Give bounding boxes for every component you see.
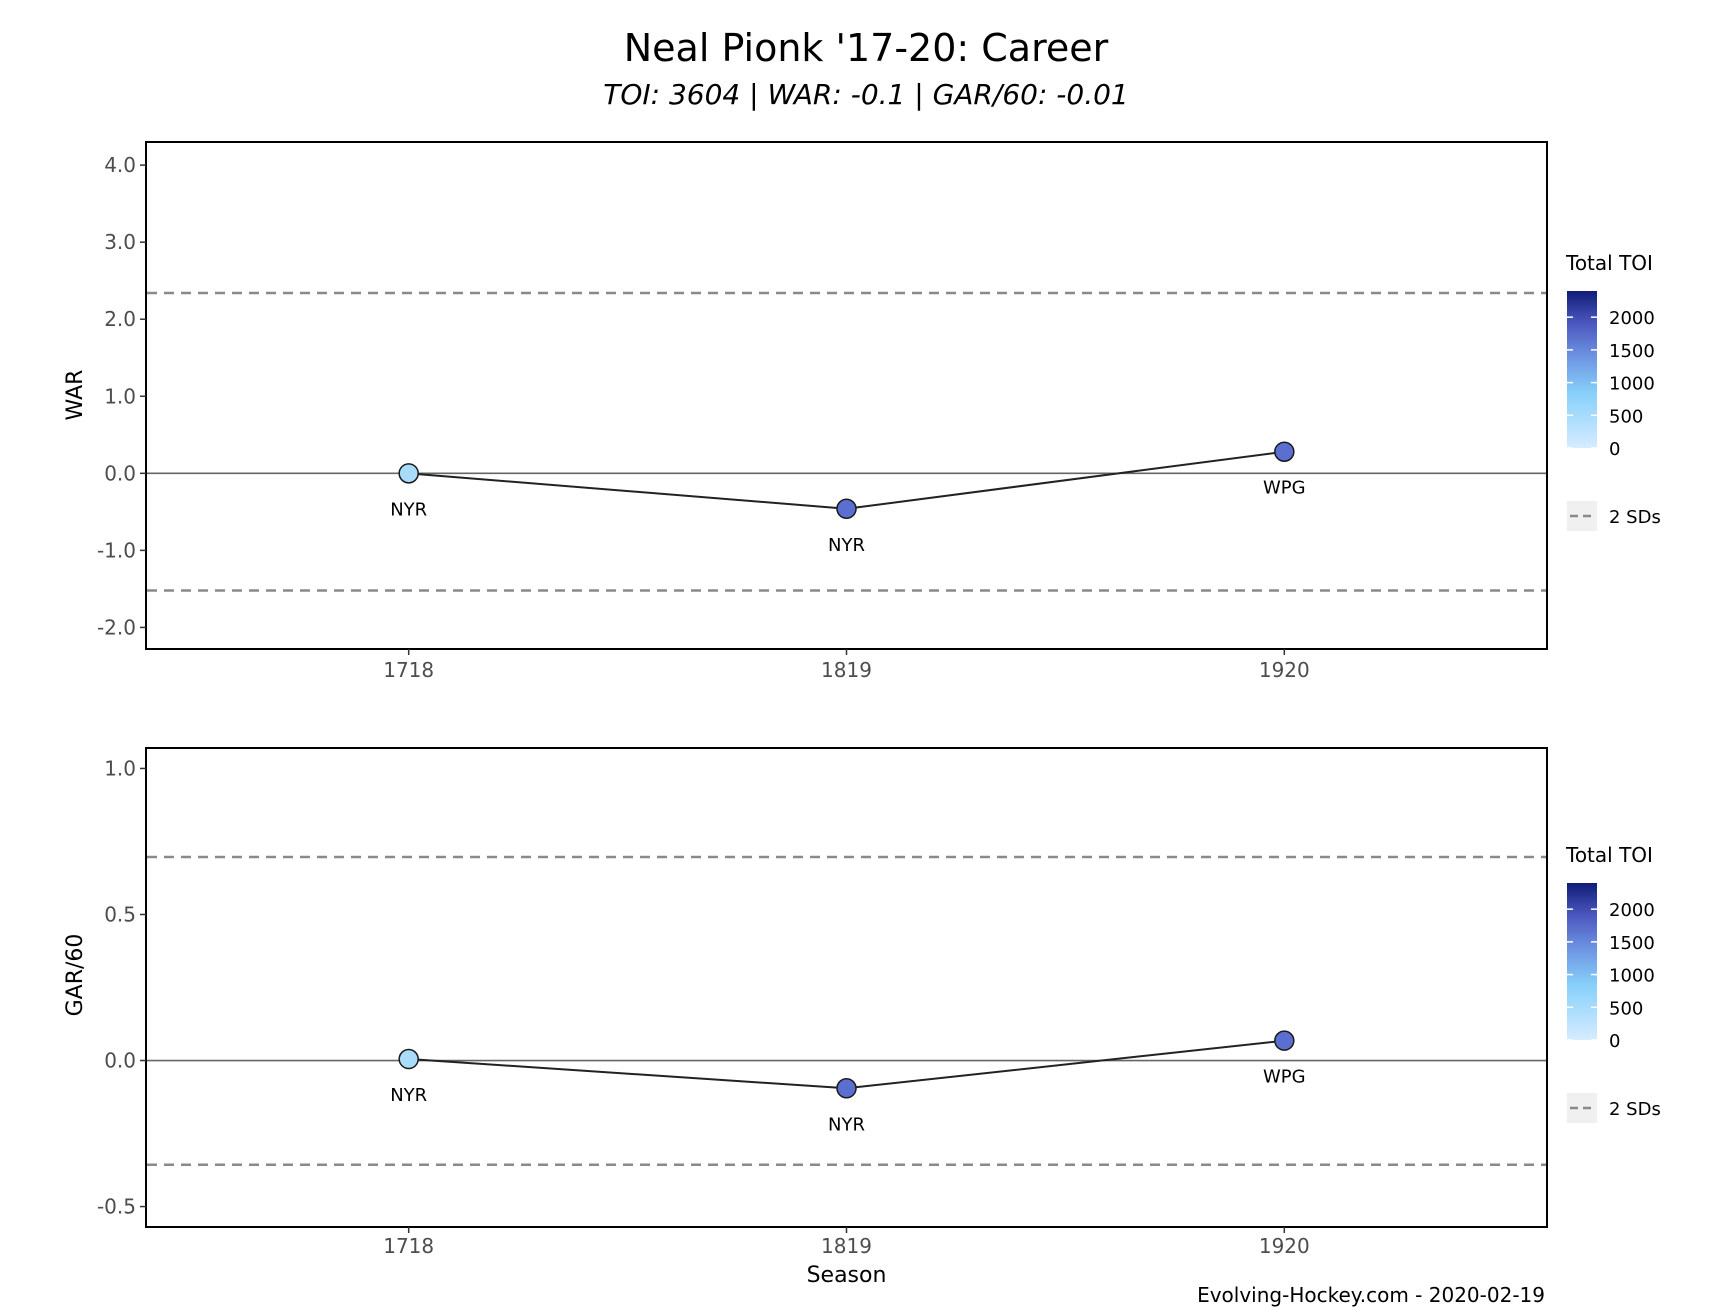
panel-1-legend-tick-label: 500 [1609, 406, 1643, 427]
panel-1-data-point-1920 [1274, 441, 1295, 462]
panel-1-legend-tick-label: 0 [1609, 439, 1620, 460]
panel-2-point-label-1819: NYR [828, 1114, 865, 1135]
panel-1-y-tick-label: 1.0 [104, 384, 136, 408]
panel-2-x-tick-label: 1920 [1259, 1234, 1310, 1258]
panel-1-legend-tick-label: 1500 [1609, 341, 1655, 362]
panel-2-data-point-1718 [398, 1048, 419, 1070]
panel-1-legend-tick-label: 1000 [1609, 374, 1655, 395]
panel-2-x-tick-label: 1718 [383, 1234, 434, 1258]
panel-2-data-point-1819 [836, 1078, 857, 1099]
panel-2-y-tick-label: 1.0 [104, 756, 136, 780]
panel-1-plot-frame [145, 141, 1548, 650]
panel-1-point-label-1920: WPG [1263, 478, 1306, 499]
panel-2-legend-sd-label: 2 SDs [1609, 1099, 1661, 1120]
panel-1-point-label-1718: NYR [390, 499, 427, 520]
panel-2-y-tick-label: 0.0 [104, 1049, 136, 1073]
panel-1-legend-title: Total TOI [1565, 251, 1653, 275]
chart-subtitle: TOI: 3604 | WAR: -0.1 | GAR/60: -0.01 [603, 78, 1129, 111]
panel-2-plot-frame [145, 747, 1548, 1228]
panel-2-legend-tick-label: 500 [1609, 998, 1643, 1019]
panel-2-legend-tick-label: 0 [1609, 1031, 1620, 1052]
panel-1-data-point-1718 [398, 463, 419, 484]
panel-1-legend-tick-label: 2000 [1609, 308, 1655, 329]
panel-1-y-tick-label: 3.0 [104, 230, 136, 254]
panel-2-x-tick-label: 1819 [821, 1234, 872, 1258]
panel-1-y-tick-label: -1.0 [97, 538, 136, 562]
panel-2-y-axis-label: GAR/60 [63, 934, 88, 1017]
panel-1-y-tick-label: 2.0 [104, 307, 136, 331]
chart-title: Neal Pionk '17-20: Career [623, 26, 1109, 70]
panel-1-x-tick-label: 1718 [383, 658, 434, 682]
source-credit: Evolving-Hockey.com - 2020-02-19 [1197, 1283, 1545, 1307]
panel-1-y-tick-label: -2.0 [97, 615, 136, 639]
panel-2-point-label-1718: NYR [390, 1085, 427, 1106]
panel-1-y-tick-label: 4.0 [104, 153, 136, 177]
panel-2-legend-tick-label: 1000 [1609, 966, 1655, 987]
panel-2-point-label-1920: WPG [1263, 1067, 1306, 1088]
panel-2-legend-colorbar [1567, 883, 1597, 1040]
panel-1-y-tick-label: 0.0 [104, 461, 136, 485]
panel-1-x-tick-label: 1920 [1259, 658, 1310, 682]
panel-2-y-tick-label: 0.5 [104, 902, 136, 926]
panel-1-y-axis-label: WAR [63, 370, 88, 421]
panel-1-x-tick-label: 1819 [821, 658, 872, 682]
panel-2-legend-title: Total TOI [1565, 843, 1653, 867]
panel-1-point-label-1819: NYR [828, 535, 865, 556]
panel-2-x-axis-label: Season [807, 1263, 887, 1288]
panel-2-y-tick-label: -0.5 [97, 1195, 136, 1219]
panel-2-legend-tick-label: 1500 [1609, 933, 1655, 954]
panel-1-legend-colorbar [1567, 291, 1597, 448]
panel-2-data-point-1920 [1274, 1030, 1295, 1051]
panel-1-data-point-1819 [836, 498, 857, 520]
panel-2-legend-tick-label: 2000 [1609, 900, 1655, 921]
panel-1-legend-sd-label: 2 SDs [1609, 507, 1661, 528]
